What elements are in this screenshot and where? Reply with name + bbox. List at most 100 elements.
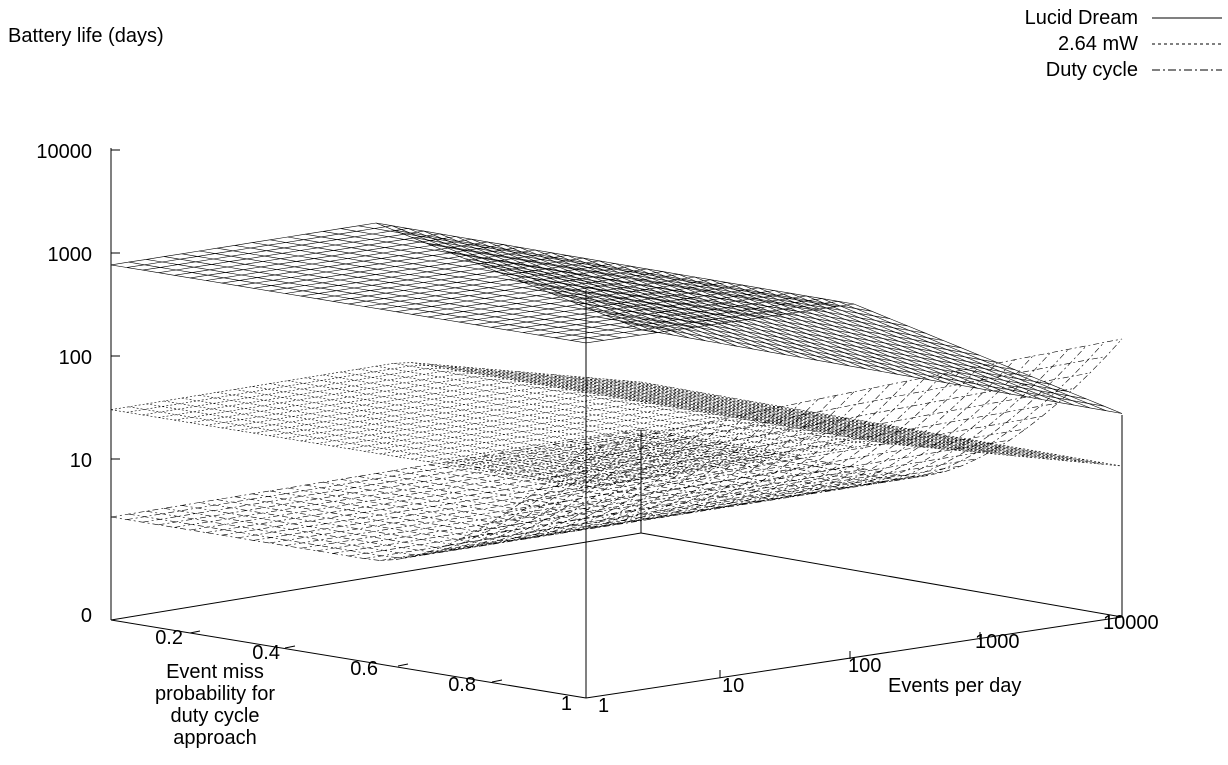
mesh-line-lucid-dream-v-1 (126, 225, 658, 333)
mesh-line-duty-cycle-v-13 (316, 466, 850, 552)
mesh-line-duty-cycle-v-5 (190, 443, 722, 531)
mesh-line-lucid-dream-v-7 (221, 241, 754, 350)
mesh-line-duty-cycle-v-19 (411, 471, 946, 557)
mesh-line-duty-cycle-v-25 (506, 416, 1042, 513)
mesh-line-lucid-dream-v-2 (142, 228, 674, 336)
y-tick-mark-0.8 (491, 679, 503, 683)
mesh-line-2-64-mw-v-8 (237, 383, 770, 431)
x-tick-label-1: 1 (598, 695, 609, 717)
mesh-line-duty-cycle-v-22 (459, 449, 994, 540)
mesh-line-2-64-mw-u-1 (128, 406, 604, 486)
z-axis-label: Battery life (days) (8, 25, 164, 47)
mesh-line-duty-cycle-v-14 (332, 468, 866, 554)
mesh-line-lucid-dream-v-6 (205, 238, 738, 347)
mesh-line-lucid-dream-v-22 (459, 282, 994, 392)
x-tick-label-10000: 10000 (1103, 612, 1159, 634)
mesh-line-duty-cycle-u-29 (623, 342, 1105, 480)
mesh-line-lucid-dream-v-25 (506, 290, 1042, 400)
x-tick-label-100: 100 (848, 655, 881, 677)
mesh-line-2-64-mw-v-10 (269, 389, 802, 436)
mesh-line-duty-cycle-v-18 (395, 474, 930, 560)
mesh-line-duty-cycle-u-10 (287, 410, 765, 533)
z-tick-label-1000: 1000 (48, 244, 93, 266)
mesh-line-2-64-mw-v-20 (427, 416, 962, 462)
mesh-line-duty-cycle-v-11 (285, 460, 818, 546)
mesh-line-2-64-mw-v-26 (522, 432, 1058, 478)
y-axis-label-line-1: Event miss (166, 661, 264, 683)
mesh-line-2-64-mw-u-8 (252, 386, 729, 467)
mesh-line-2-64-mw-u-6 (216, 392, 694, 472)
mesh-line-lucid-dream-v-21 (443, 279, 978, 389)
y-tick-label-0.4: 0.4 (252, 642, 280, 664)
mesh-line-2-64-mw-u-12 (322, 374, 801, 456)
y-tick-mark-0.2 (189, 630, 201, 634)
mesh-line-2-64-mw-v-6 (205, 378, 738, 426)
mesh-line-duty-cycle-v-9 (253, 454, 786, 541)
z-tick-label-10000: 10000 (36, 141, 92, 163)
x-tick-label-1000: 1000 (975, 631, 1020, 653)
mesh-line-duty-cycle-u-22 (499, 366, 980, 500)
mesh-line-duty-cycle-v-7 (221, 449, 754, 536)
mesh-line-2-64-mw-u-27 (587, 377, 1069, 462)
mesh-line-2-64-mw-v-25 (506, 430, 1042, 475)
mesh-line-2-64-mw-u-16 (393, 363, 872, 445)
mesh-line-lucid-dream-v-10 (269, 249, 802, 358)
mesh-line-duty-cycle-u-17 (411, 384, 890, 514)
mesh-line-duty-cycle-v-4 (174, 440, 706, 528)
y-tick-label-0.8: 0.8 (448, 674, 476, 696)
mesh-line-duty-cycle-v-23 (475, 439, 1010, 532)
mesh-line-lucid-dream-v-3 (158, 230, 690, 339)
mesh-line-duty-cycle-u-21 (481, 370, 962, 503)
surface-duty-cycle (110, 338, 1123, 561)
mesh-line-lucid-dream-v-30 (585, 303, 1123, 414)
mesh-line-duty-cycle-u-3 (163, 436, 640, 553)
mesh-line-duty-cycle-v-24 (490, 428, 1026, 523)
x-ticks: 1 10 100 1000 10000 (598, 612, 1159, 717)
legend: Lucid Dream 2.64 mW Duty cycle (1025, 7, 1222, 81)
mesh-line-2-64-mw-u-14 (358, 368, 837, 451)
mesh-line-2-64-mw-v-13 (316, 397, 850, 444)
mesh-line-lucid-dream-v-18 (395, 271, 930, 381)
legend-label-0: Lucid Dream (1025, 7, 1138, 29)
back-base-edge-2 (640, 532, 1123, 618)
mesh-line-2-64-mw-u-2 (146, 403, 622, 483)
mesh-line-2-64-mw-v-11 (285, 392, 818, 439)
legend-label-2: Duty cycle (1046, 59, 1138, 81)
x-axis-line (585, 616, 1123, 699)
y-axis-label-line-2: probability for (155, 683, 275, 705)
y-axis-label-line-4: approach (173, 727, 256, 749)
y-tick-label-0.6: 0.6 (350, 658, 378, 680)
z-tick-label-0: 0 (81, 605, 92, 627)
mesh-line-duty-cycle-u-9 (269, 413, 748, 536)
mesh-line-duty-cycle-u-30 (640, 338, 1123, 478)
mesh-line-duty-cycle-u-12 (322, 402, 801, 528)
mesh-line-2-64-mw-v-15 (348, 402, 882, 449)
y-tick-mark-0.4 (284, 645, 296, 649)
mesh-line-duty-cycle-u-14 (358, 395, 837, 522)
y-ticks: 0.2 0.4 0.6 0.8 1 (155, 627, 572, 715)
mesh-line-duty-cycle-v-1 (126, 432, 658, 520)
mesh-line-2-64-mw-u-20 (464, 366, 944, 450)
mesh-line-2-64-mw-v-16 (364, 405, 898, 452)
mesh-line-lucid-dream-v-16 (364, 265, 898, 375)
mesh-line-duty-cycle-u-8 (252, 417, 730, 539)
mesh-line-duty-cycle-v-15 (348, 471, 882, 557)
mesh-line-2-64-mw-v-0 (110, 362, 642, 410)
mesh-line-2-64-mw-v-22 (459, 421, 994, 468)
mesh-line-2-64-mw-v-17 (380, 408, 914, 455)
axes-box (110, 148, 1123, 699)
mesh-line-lucid-dream-v-29 (570, 300, 1107, 411)
mesh-line-2-64-mw-v-23 (475, 424, 1010, 470)
surface-2-64-mw (110, 362, 1123, 488)
surface-lucid-dream (110, 222, 1123, 414)
mesh-line-2-64-mw-v-1 (126, 364, 658, 413)
mesh-line-lucid-dream-v-20 (427, 276, 962, 386)
y-axis-label: Event miss probability for duty cycle ap… (155, 661, 275, 749)
mesh-line-2-64-mw-v-21 (443, 419, 978, 465)
mesh-line-duty-cycle-u-24 (534, 359, 1016, 494)
legend-label-1: 2.64 mW (1058, 33, 1138, 55)
mesh-line-lucid-dream-v-8 (237, 244, 770, 353)
mesh-line-duty-cycle-u-7 (234, 421, 712, 542)
z-tick-label-10: 10 (70, 450, 92, 472)
mesh-line-2-64-mw-v-5 (190, 375, 722, 423)
